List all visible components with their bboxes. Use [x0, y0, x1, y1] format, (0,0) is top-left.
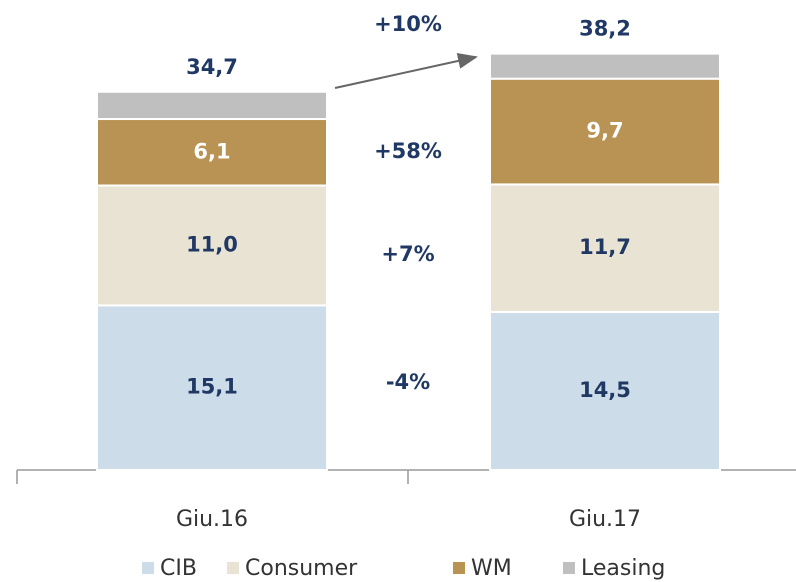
bar-segment — [489, 77, 721, 186]
value-label: 14,5 — [579, 378, 631, 402]
bar-segment — [96, 118, 328, 187]
total-label: 38,2 — [579, 17, 631, 41]
value-label: 15,1 — [186, 375, 238, 399]
legend-swatch — [142, 562, 154, 574]
legend-swatch — [453, 562, 465, 574]
legend-label: Consumer — [245, 556, 358, 581]
legend-label: WM — [471, 556, 512, 581]
annotation: +58% — [374, 139, 442, 163]
annotation: +7% — [381, 242, 434, 266]
growth-arrow — [334, 53, 478, 89]
annotation: +10% — [374, 12, 442, 36]
value-label: 9,7 — [586, 119, 623, 143]
legend-swatch — [563, 562, 575, 574]
legend-label: CIB — [160, 556, 197, 581]
total-label: 34,7 — [186, 55, 238, 79]
legend-swatch — [227, 562, 239, 574]
bar-segment — [489, 183, 721, 313]
legend-label: Leasing — [581, 556, 665, 581]
x-tick-label: Giu.17 — [569, 507, 641, 532]
value-label: 11,0 — [186, 232, 238, 256]
value-label: 11,7 — [579, 235, 631, 259]
annotation: -4% — [386, 370, 430, 394]
bar-segment — [96, 90, 328, 121]
value-label: 6,1 — [193, 139, 230, 163]
bar-segment — [489, 310, 721, 472]
x-tick-label: Giu.16 — [176, 507, 248, 532]
bar-segment — [96, 304, 328, 471]
bar-segment — [489, 52, 721, 80]
